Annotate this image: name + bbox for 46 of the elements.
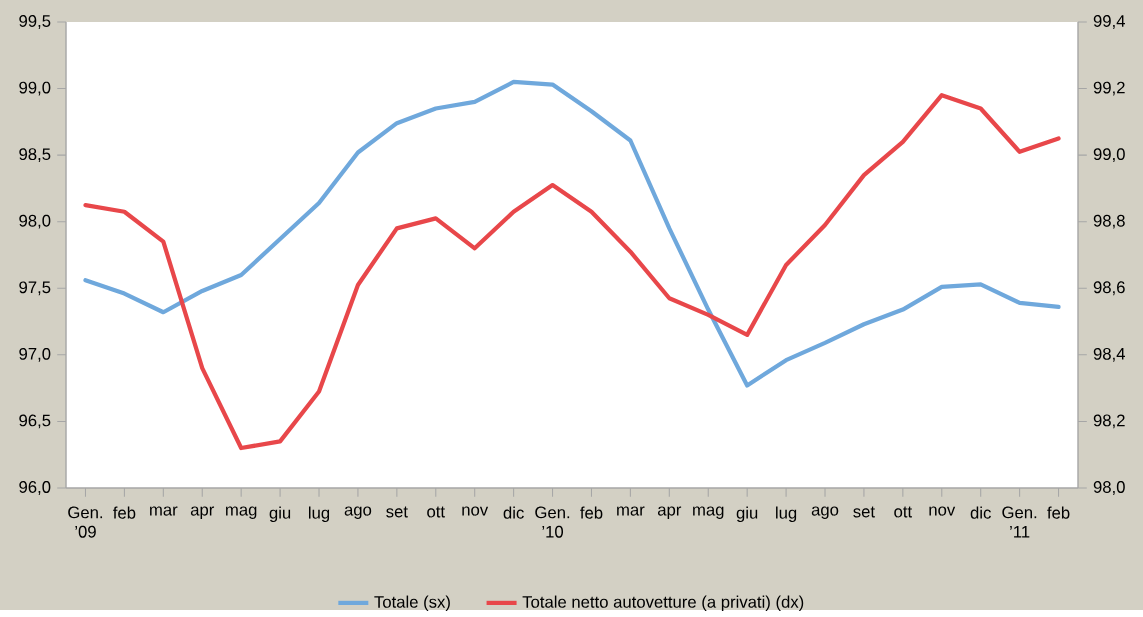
y-tick-label: 97,0 [19, 347, 51, 362]
x-tick-label: lug [309, 506, 330, 522]
legend-label: Totale (sx) [374, 595, 450, 611]
x-tick-label: mar [617, 506, 645, 516]
y-tick-label: 96,0 [19, 480, 51, 495]
x-tick-label: dic [503, 506, 524, 519]
line-series [83, 79, 1061, 388]
x-tick-label: giu [269, 506, 291, 522]
y-tick-label: 98,0 [19, 214, 51, 229]
x-tick-label: feb [113, 506, 136, 519]
x-tick-label: Gen. ’10 [535, 506, 570, 538]
x-tick-label: ott [427, 506, 445, 518]
x-tick-label: feb [1047, 506, 1070, 519]
y2-tick-label: 99,2 [1093, 81, 1125, 96]
y-tick-label: 96,5 [19, 414, 51, 429]
x-tick-label: mag [693, 506, 724, 519]
x-tick-label: ago [811, 506, 839, 519]
y2-tick-label: 98,6 [1093, 281, 1125, 296]
x-tick-label: nov [462, 506, 489, 516]
x-tick-label: ott [894, 506, 913, 518]
x-tick-label: Gen. ’11 [1002, 506, 1037, 538]
x-tick-label: Gen. ’09 [68, 506, 103, 538]
x-tick-label: apr [190, 506, 215, 519]
x-tick-label: giu [736, 506, 758, 522]
y2-tick-label: 98,8 [1093, 214, 1125, 229]
legend-label: Totale netto autovetture (a privati) (dx) [522, 595, 804, 611]
line-series [83, 92, 1061, 450]
x-tick-label: lug [776, 506, 797, 522]
x-tick-label: feb [580, 506, 603, 519]
y2-tick-label: 98,4 [1093, 347, 1125, 362]
y-tick-label: 99,0 [19, 81, 51, 96]
y2-tick-label: 99,0 [1093, 148, 1125, 162]
x-tick-label: mag [226, 506, 257, 519]
x-tick-label: set [386, 506, 408, 518]
y-tick-label: 99,5 [19, 14, 51, 29]
y2-tick-label: 98,2 [1093, 414, 1125, 429]
x-tick-label: apr [657, 506, 682, 519]
x-tick-label: mar [150, 506, 178, 516]
y-tick-label: 98,5 [19, 148, 51, 162]
x-tick-label: nov [929, 506, 956, 516]
y2-tick-label: 99,4 [1093, 14, 1125, 29]
y2-tick-label: 98,0 [1093, 480, 1125, 495]
x-tick-label: ago [344, 506, 372, 519]
y-tick-label: 97,5 [19, 281, 51, 296]
x-tick-label: dic [970, 506, 991, 519]
x-tick-label: set [853, 506, 875, 518]
